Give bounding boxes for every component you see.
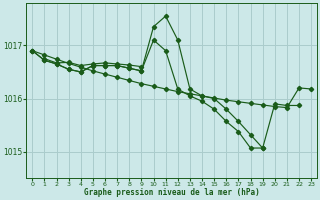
X-axis label: Graphe pression niveau de la mer (hPa): Graphe pression niveau de la mer (hPa) — [84, 188, 260, 197]
